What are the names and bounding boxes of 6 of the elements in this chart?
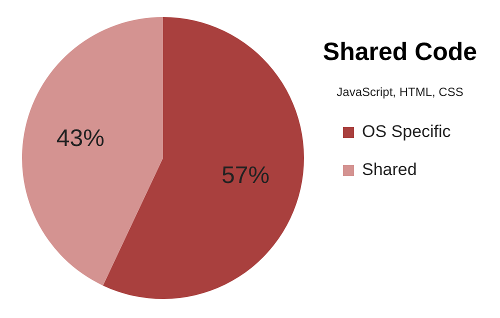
legend-label: OS Specific bbox=[362, 122, 451, 142]
text: JavaScript, HTML, CSS bbox=[336, 85, 464, 99]
data-label: 57% bbox=[222, 162, 270, 190]
legend-label: Shared bbox=[362, 160, 417, 180]
text: Shared Code bbox=[322, 38, 478, 67]
data-label: 43% bbox=[56, 125, 104, 152]
